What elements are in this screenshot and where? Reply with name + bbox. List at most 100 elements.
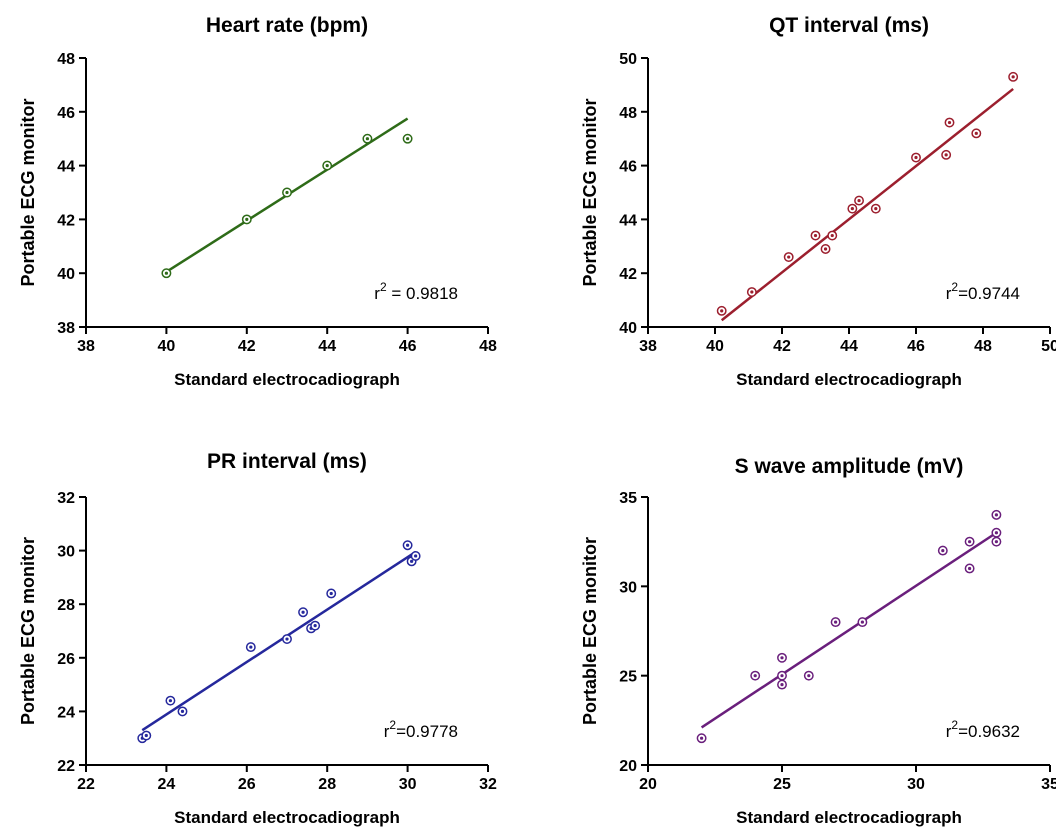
x-tick-label: 44 — [318, 338, 336, 355]
chart-panel-4: S wave amplitude (mV) 20 25 30 35 20 25 30 35 Sta… — [580, 455, 1056, 827]
data-point — [854, 195, 864, 206]
r-squared-label: r2=0.9744 — [946, 280, 1020, 303]
data-point — [830, 617, 841, 628]
regression-line — [700, 531, 998, 729]
y-tick-label: 25 — [619, 669, 637, 686]
chart-title: S wave amplitude (mV) — [735, 455, 964, 478]
x-tick-label: 20 — [639, 776, 657, 793]
x-tick-label: 30 — [399, 776, 417, 793]
y-tick-label: 46 — [619, 159, 637, 176]
y-axis-label: Portable ECG monitor — [18, 537, 38, 725]
y-tick-label: 38 — [57, 320, 75, 337]
y-tick-label: 42 — [57, 212, 75, 229]
chart-title: PR interval (ms) — [207, 450, 367, 473]
data-point — [746, 287, 757, 297]
x-tick-label: 46 — [907, 338, 925, 355]
x-tick-label: 38 — [77, 338, 95, 355]
y-tick-label: 32 — [57, 490, 75, 507]
r-squared-value: =0.9744 — [958, 284, 1020, 303]
data-point — [777, 652, 787, 663]
x-tick-label: 32 — [479, 776, 497, 793]
data-point — [402, 540, 413, 551]
y-tick-label: 40 — [619, 320, 637, 337]
x-axis-label: Standard electrocadiograph — [736, 808, 962, 827]
y-tick-label: 48 — [57, 51, 75, 68]
data-point — [165, 695, 176, 706]
r-squared-label: r2=0.9632 — [946, 718, 1020, 741]
x-tick-label: 50 — [1041, 338, 1056, 355]
y-tick-label: 20 — [619, 758, 637, 775]
r-squared-exponent: 2 — [389, 718, 396, 732]
chart-title: Heart rate (bpm) — [206, 14, 368, 37]
data-point — [750, 670, 761, 681]
y-axis-label: Portable ECG monitor — [580, 98, 600, 286]
x-axis-label: Standard electrocadiograph — [174, 808, 400, 827]
r-squared-exponent: 2 — [380, 280, 387, 294]
x-tick-label: 44 — [840, 338, 858, 355]
x-tick-label: 42 — [238, 338, 256, 355]
x-tick-label: 48 — [974, 338, 992, 355]
data-point — [991, 509, 1002, 520]
data-point — [241, 214, 252, 225]
y-tick-label: 24 — [57, 704, 75, 721]
data-point — [298, 607, 309, 618]
r-squared-value: = 0.9818 — [387, 284, 458, 303]
data-point — [941, 149, 952, 160]
chart-panel-3: PR interval (ms) 22 24 26 28 30 32 22 24 26 28 30 32… — [18, 450, 497, 827]
data-point — [803, 670, 814, 681]
r-squared-exponent: 2 — [951, 280, 958, 294]
x-tick-label: 28 — [318, 776, 336, 793]
data-point — [944, 117, 955, 128]
chart-title: QT interval (ms) — [769, 14, 929, 37]
x-tick-label: 24 — [158, 776, 176, 793]
data-point — [964, 536, 975, 547]
y-tick-label: 42 — [619, 266, 637, 283]
x-tick-label: 48 — [479, 338, 497, 355]
x-tick-label: 40 — [158, 338, 176, 355]
r-squared-exponent: 2 — [951, 718, 958, 732]
data-point — [857, 617, 868, 628]
data-point — [716, 305, 727, 316]
data-point — [161, 268, 172, 279]
r-squared-value: =0.9778 — [396, 722, 458, 741]
data-point — [971, 128, 982, 139]
data-point — [245, 642, 256, 653]
x-tick-label: 35 — [1041, 776, 1056, 793]
r-squared-label: r2 = 0.9818 — [374, 280, 458, 303]
r-squared-symbol: r — [384, 722, 390, 741]
x-tick-label: 42 — [773, 338, 791, 355]
x-tick-label: 26 — [238, 776, 256, 793]
data-point — [310, 620, 321, 631]
data-point — [141, 730, 152, 741]
data-point — [991, 527, 1002, 538]
data-point — [326, 588, 337, 599]
y-tick-label: 30 — [57, 544, 75, 561]
r-squared-value: =0.9632 — [958, 722, 1020, 741]
data-point — [964, 563, 975, 574]
chart-panel-2: QT interval (ms)38 40 42 44 46 48 504042444648… — [580, 14, 1056, 389]
data-point — [777, 670, 787, 681]
x-axis-label: Standard electrocadiograph — [174, 370, 400, 389]
x-tick-label: 38 — [639, 338, 657, 355]
data-point — [827, 230, 838, 241]
data-point — [1008, 71, 1019, 82]
data-point — [282, 634, 292, 644]
data-point — [991, 536, 1002, 547]
y-tick-label: 26 — [57, 651, 75, 668]
data-point — [847, 203, 858, 214]
x-axis-label: Standard electrocadiograph — [736, 370, 962, 389]
r-squared-label: r2=0.9778 — [384, 718, 458, 741]
data-point — [911, 152, 921, 163]
x-tick-label: 40 — [706, 338, 724, 355]
y-tick-label: 50 — [619, 51, 637, 68]
data-point — [362, 133, 373, 144]
r-squared-symbol: r — [946, 722, 952, 741]
y-tick-label: 44 — [57, 159, 75, 176]
data-point — [870, 203, 881, 214]
y-tick-label: 28 — [57, 597, 75, 614]
y-tick-label: 22 — [57, 758, 75, 775]
y-tick-label: 44 — [619, 212, 637, 229]
y-axis-label: Portable ECG monitor — [18, 98, 38, 286]
data-point — [820, 244, 831, 254]
regression-line — [141, 550, 417, 732]
